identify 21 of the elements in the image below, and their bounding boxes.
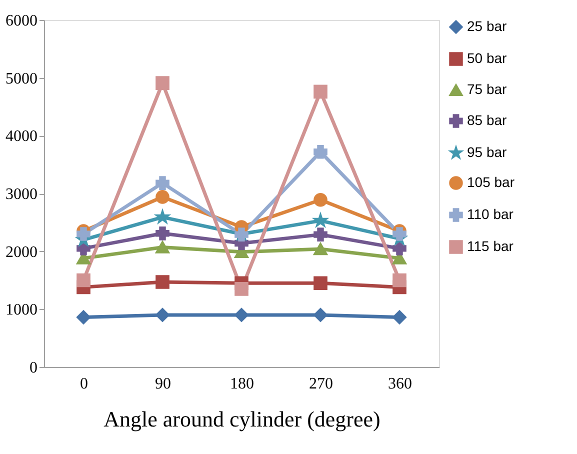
y-tick-label: 0 xyxy=(30,360,38,376)
legend-label: 25 bar xyxy=(467,18,508,34)
y-tick-label: 3000 xyxy=(6,186,38,203)
y-tick-label: 4000 xyxy=(6,128,38,146)
y-tick-label: 2000 xyxy=(6,244,38,261)
legend-label: 110 bar xyxy=(467,206,514,222)
x-tick-label: 90 xyxy=(155,376,171,392)
legend-label: 75 bar xyxy=(467,81,508,97)
legend-label: 95 bar xyxy=(467,144,508,160)
y-tick-label: 5000 xyxy=(6,70,38,88)
legend-label: 85 bar xyxy=(467,112,508,128)
legend-label: 50 bar xyxy=(467,50,508,66)
x-tick-label: 0 xyxy=(80,376,88,392)
legend-label: 105 bar xyxy=(467,174,515,190)
x-tick-label: 360 xyxy=(388,376,412,392)
x-tick-label: 270 xyxy=(309,376,333,392)
y-tick-label: 6000 xyxy=(6,12,38,30)
legend-label: 115 bar xyxy=(467,238,514,254)
x-axis-title: Angle around cylinder (degree) xyxy=(104,406,380,432)
x-tick-label: 180 xyxy=(230,376,254,392)
y-tick-label: 1000 xyxy=(6,302,38,319)
